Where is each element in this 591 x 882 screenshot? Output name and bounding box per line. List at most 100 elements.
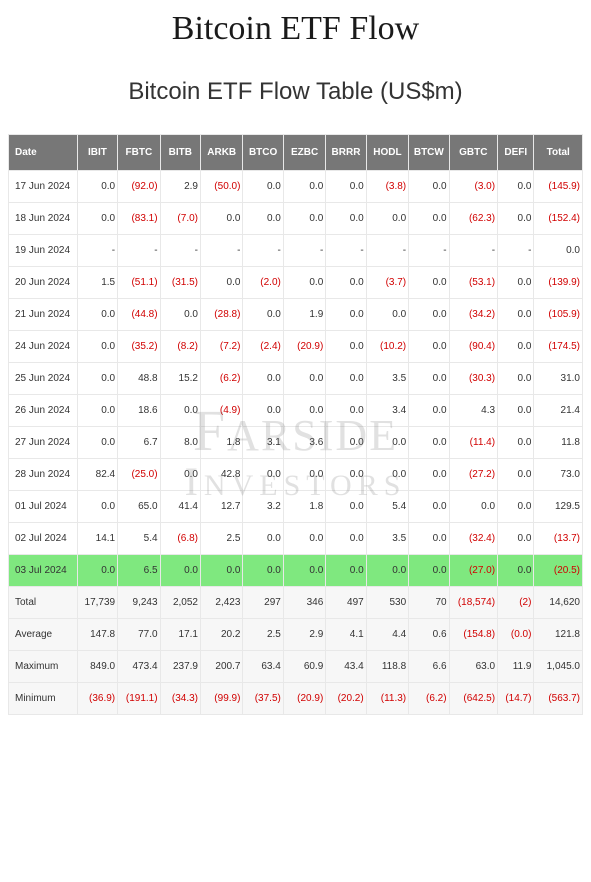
value-cell: 17.1 — [160, 619, 200, 651]
value-cell: 8.0 — [160, 427, 200, 459]
date-cell: 25 Jun 2024 — [9, 363, 78, 395]
value-cell: 497 — [326, 587, 366, 619]
value-cell: (25.0) — [118, 459, 160, 491]
value-cell: (3.7) — [366, 267, 408, 299]
value-cell: (20.9) — [283, 331, 325, 363]
value-cell: 3.4 — [366, 395, 408, 427]
value-cell: (2.0) — [243, 267, 283, 299]
value-cell: 0.0 — [326, 555, 366, 587]
value-cell: - — [449, 235, 498, 267]
col-header-ezbc: EZBC — [283, 135, 325, 171]
value-cell: 530 — [366, 587, 408, 619]
value-cell: 0.0 — [326, 491, 366, 523]
value-cell: 0.0 — [326, 171, 366, 203]
value-cell: (20.5) — [534, 555, 583, 587]
value-cell: 0.0 — [283, 203, 325, 235]
value-cell: 9,243 — [118, 587, 160, 619]
value-cell: 0.0 — [409, 491, 449, 523]
table-row: 21 Jun 20240.0(44.8)0.0(28.8)0.01.90.00.… — [9, 299, 583, 331]
date-cell: 03 Jul 2024 — [9, 555, 78, 587]
value-cell: 0.0 — [200, 555, 242, 587]
value-cell: 0.0 — [243, 555, 283, 587]
value-cell: 0.0 — [326, 331, 366, 363]
table-row: 17 Jun 20240.0(92.0)2.9(50.0)0.00.00.0(3… — [9, 171, 583, 203]
value-cell: 4.4 — [366, 619, 408, 651]
value-cell: 237.9 — [160, 651, 200, 683]
value-cell: 0.0 — [243, 203, 283, 235]
value-cell: 63.0 — [449, 651, 498, 683]
table-row: 19 Jun 2024-----------0.0 — [9, 235, 583, 267]
col-header-fbtc: FBTC — [118, 135, 160, 171]
table-row: 03 Jul 20240.06.50.00.00.00.00.00.00.0(2… — [9, 555, 583, 587]
value-cell: - — [77, 235, 117, 267]
value-cell: (11.3) — [366, 683, 408, 715]
value-cell: 2.9 — [160, 171, 200, 203]
date-cell: Average — [9, 619, 78, 651]
table-row: Maximum849.0473.4237.9200.763.460.943.41… — [9, 651, 583, 683]
value-cell: 147.8 — [77, 619, 117, 651]
value-cell: 5.4 — [118, 523, 160, 555]
value-cell: - — [366, 235, 408, 267]
value-cell: 77.0 — [118, 619, 160, 651]
value-cell: 1.5 — [77, 267, 117, 299]
value-cell: 0.0 — [326, 459, 366, 491]
value-cell: 0.0 — [409, 299, 449, 331]
value-cell: (34.2) — [449, 299, 498, 331]
date-cell: 27 Jun 2024 — [9, 427, 78, 459]
value-cell: (51.1) — [118, 267, 160, 299]
date-cell: Total — [9, 587, 78, 619]
value-cell: 0.0 — [498, 523, 534, 555]
value-cell: 0.0 — [243, 171, 283, 203]
value-cell: 0.0 — [366, 203, 408, 235]
value-cell: 0.0 — [326, 267, 366, 299]
value-cell: 1.9 — [283, 299, 325, 331]
value-cell: 0.0 — [498, 299, 534, 331]
table-row: Average147.877.017.120.22.52.94.14.40.6(… — [9, 619, 583, 651]
value-cell: - — [243, 235, 283, 267]
value-cell: (3.0) — [449, 171, 498, 203]
table-row: 25 Jun 20240.048.815.2(6.2)0.00.00.03.50… — [9, 363, 583, 395]
value-cell: (83.1) — [118, 203, 160, 235]
value-cell: 65.0 — [118, 491, 160, 523]
value-cell: 63.4 — [243, 651, 283, 683]
value-cell: 3.1 — [243, 427, 283, 459]
value-cell: 0.0 — [409, 171, 449, 203]
value-cell: 1,045.0 — [534, 651, 583, 683]
value-cell: 14,620 — [534, 587, 583, 619]
date-cell: 17 Jun 2024 — [9, 171, 78, 203]
value-cell: 3.2 — [243, 491, 283, 523]
value-cell: (31.5) — [160, 267, 200, 299]
col-header-arkb: ARKB — [200, 135, 242, 171]
value-cell: 0.0 — [243, 363, 283, 395]
value-cell: 0.0 — [366, 299, 408, 331]
value-cell: 0.0 — [498, 203, 534, 235]
value-cell: 17,739 — [77, 587, 117, 619]
value-cell: 0.0 — [243, 459, 283, 491]
value-cell: 121.8 — [534, 619, 583, 651]
date-cell: 26 Jun 2024 — [9, 395, 78, 427]
value-cell: 0.0 — [77, 555, 117, 587]
value-cell: 849.0 — [77, 651, 117, 683]
value-cell: (34.3) — [160, 683, 200, 715]
value-cell: (3.8) — [366, 171, 408, 203]
value-cell: 0.0 — [326, 363, 366, 395]
value-cell: (7.2) — [200, 331, 242, 363]
value-cell: 0.0 — [498, 363, 534, 395]
value-cell: 0.0 — [200, 267, 242, 299]
value-cell: 0.0 — [409, 395, 449, 427]
value-cell: (174.5) — [534, 331, 583, 363]
value-cell: (20.2) — [326, 683, 366, 715]
value-cell: 43.4 — [326, 651, 366, 683]
value-cell: 82.4 — [77, 459, 117, 491]
value-cell: 3.6 — [283, 427, 325, 459]
value-cell: 0.0 — [77, 395, 117, 427]
value-cell: 18.6 — [118, 395, 160, 427]
value-cell: 60.9 — [283, 651, 325, 683]
value-cell: 15.2 — [160, 363, 200, 395]
date-cell: Maximum — [9, 651, 78, 683]
value-cell: 0.0 — [449, 491, 498, 523]
value-cell: 0.0 — [283, 171, 325, 203]
value-cell: 5.4 — [366, 491, 408, 523]
value-cell: 0.0 — [77, 427, 117, 459]
value-cell: 0.0 — [498, 395, 534, 427]
